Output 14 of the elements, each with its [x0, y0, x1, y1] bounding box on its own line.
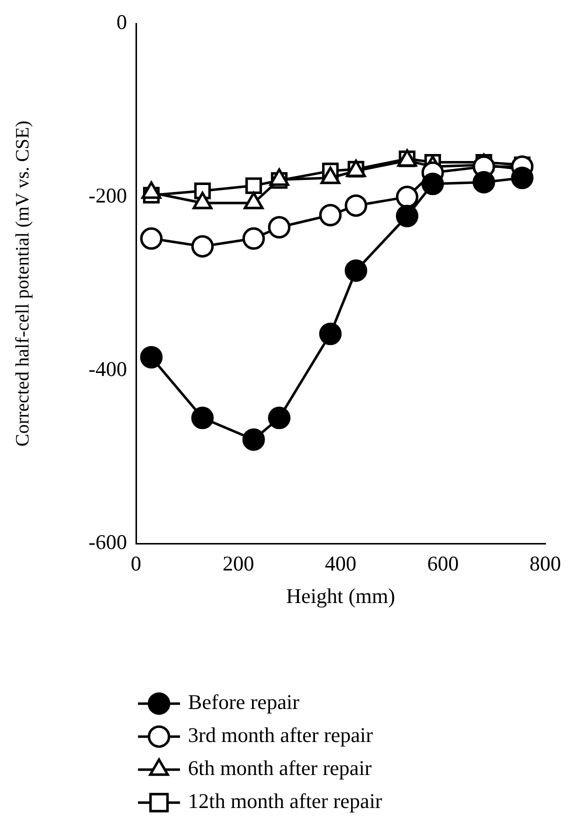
legend-label: Before repair [188, 690, 300, 714]
y-tick-label: -600 [88, 530, 127, 554]
legend-label: 3rd month after repair [188, 723, 373, 748]
y-tick-label: -200 [88, 183, 127, 208]
legend-label: 6th month after repair [188, 756, 372, 780]
y-tick-label: -400 [88, 356, 127, 381]
x-tick-label: 800 [530, 552, 561, 576]
x-axis-title: Height (mm) [286, 584, 396, 608]
x-tick-label: 600 [427, 552, 459, 576]
x-tick-label: 400 [324, 552, 356, 576]
legend-label: 12th month after repair [188, 789, 382, 814]
y-tick-label: 0 [116, 10, 127, 34]
y-axis-title: Corrected half-cell potential (mV vs. CSE) [12, 120, 34, 446]
x-tick-label: 200 [222, 552, 254, 576]
